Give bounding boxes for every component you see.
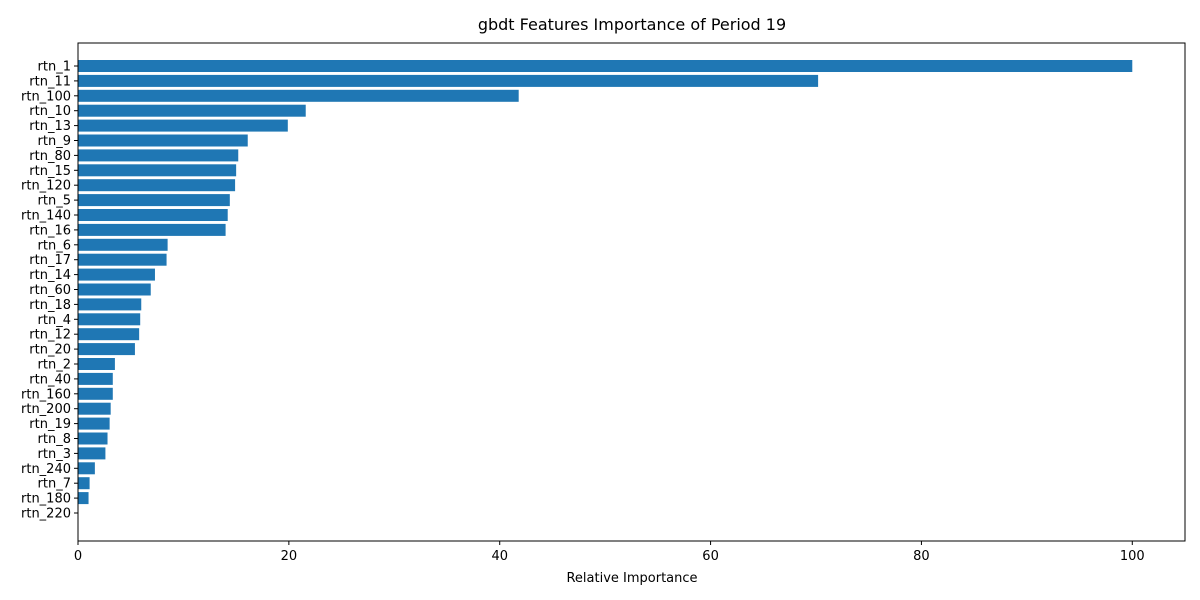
chart-title: gbdt Features Importance of Period 19 [478,15,786,34]
y-tick-label: rtn_17 [29,253,71,268]
bar-rtn-17 [78,253,167,266]
x-tick-label: 100 [1120,549,1145,564]
bar-rtn-120 [78,179,236,192]
y-tick-label: rtn_15 [29,164,71,179]
bar-rtn-7 [78,477,90,490]
bar-rtn-160 [78,387,113,400]
bars-layer [78,60,1133,505]
bar-rtn-4 [78,313,141,326]
bar-rtn-100 [78,89,519,102]
plot-frame [77,42,1186,542]
y-tick-label: rtn_11 [29,74,71,89]
bar-rtn-3 [78,447,106,460]
x-tick-labels: 0 20 40 60 80 100 [74,541,1145,564]
x-tick-label: 0 [74,549,82,564]
y-tick-label: rtn_13 [29,119,71,134]
bar-rtn-240 [78,462,95,475]
x-tick-label: 20 [281,549,298,564]
x-axis-label: Relative Importance [566,571,697,586]
bar-rtn-16 [78,223,226,236]
bar-rtn-8 [78,432,108,445]
bar-rtn-20 [78,343,135,356]
y-tick-label: rtn_3 [38,447,71,462]
bar-rtn-14 [78,268,155,281]
bar-rtn-40 [78,372,113,385]
y-tick-label: rtn_180 [21,492,71,507]
bar-rtn-9 [78,134,248,147]
bar-rtn-18 [78,298,142,311]
x-tick-label: 80 [913,549,930,564]
bar-rtn-60 [78,283,151,296]
y-tick-label: rtn_8 [38,432,71,447]
bar-rtn-180 [78,492,89,505]
y-tick-label: rtn_7 [38,477,71,492]
x-tick-label: 40 [491,549,508,564]
y-tick-label: rtn_240 [21,462,71,477]
bar-rtn-1 [78,60,1133,72]
y-tick-label: rtn_100 [21,89,71,104]
bar-rtn-10 [78,104,306,117]
y-tick-label: rtn_80 [29,149,71,164]
y-tick-label: rtn_10 [29,104,71,119]
y-tick-label: rtn_2 [38,358,71,373]
y-tick-label: rtn_9 [38,134,71,149]
y-tick-label: rtn_20 [29,343,71,358]
y-tick-label: rtn_14 [29,268,71,283]
bar-rtn-200 [78,402,111,415]
bar-rtn-6 [78,238,168,251]
bar-rtn-12 [78,328,140,341]
y-tick-label: rtn_4 [38,313,71,328]
bar-rtn-2 [78,358,115,370]
y-tick-label: rtn_19 [29,417,71,432]
y-tick-label: rtn_120 [21,179,71,194]
bar-rtn-11 [78,74,819,87]
y-tick-label: rtn_140 [21,209,71,224]
y-tick-label: rtn_18 [29,298,71,313]
y-tick-label: rtn_12 [29,328,71,343]
y-tick-label: rtn_60 [29,283,71,298]
bar-rtn-19 [78,417,110,430]
bar-rtn-13 [78,119,288,132]
y-tick-label: rtn_160 [21,387,71,402]
bar-rtn-80 [78,149,239,162]
x-tick-label: 60 [702,549,719,564]
y-tick-label: rtn_40 [29,372,71,387]
y-tick-labels: rtn_1rtn_11rtn_100rtn_10rtn_13rtn_9rtn_8… [21,60,78,522]
bar-rtn-5 [78,194,230,207]
y-tick-label: rtn_200 [21,402,71,417]
y-tick-label: rtn_6 [38,238,71,253]
y-tick-label: rtn_16 [29,223,71,238]
y-tick-label: rtn_220 [21,507,71,522]
y-tick-label: rtn_1 [38,60,71,75]
bar-rtn-140 [78,209,228,221]
y-tick-label: rtn_5 [38,194,71,209]
bar-rtn-15 [78,164,237,177]
